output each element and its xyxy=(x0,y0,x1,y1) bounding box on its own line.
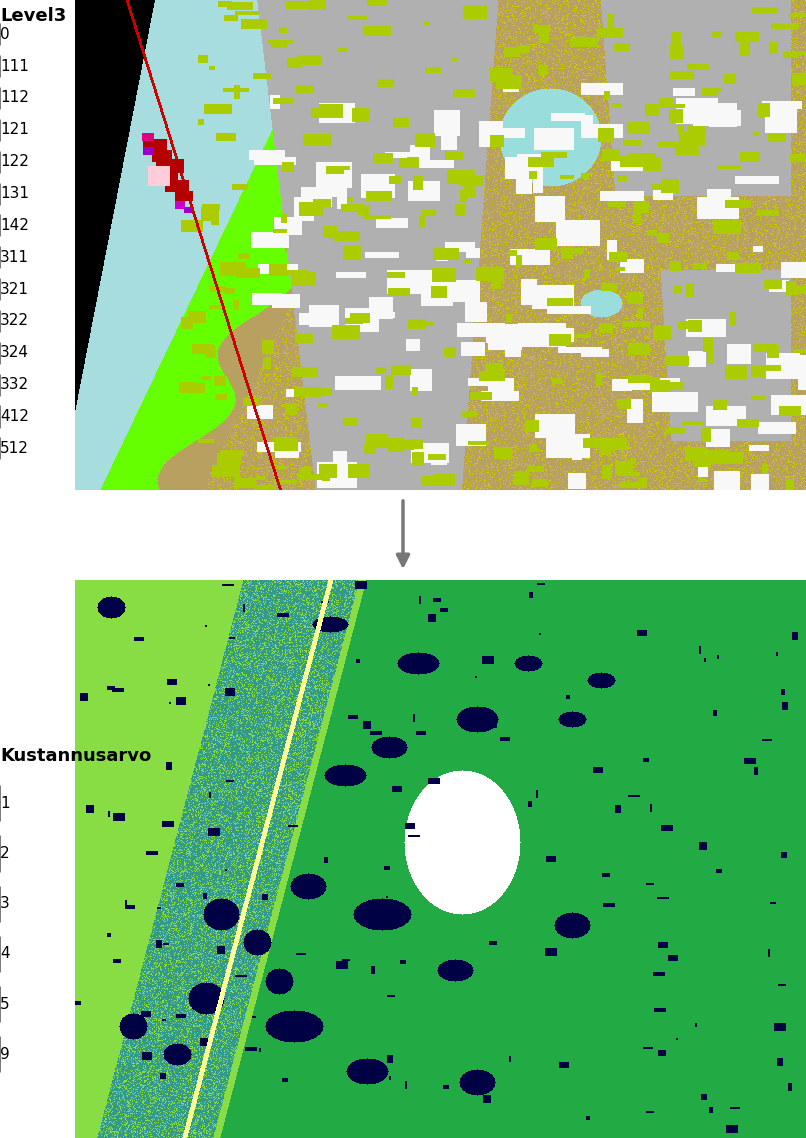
Text: 112: 112 xyxy=(0,91,29,106)
Text: 9: 9 xyxy=(0,1047,10,1062)
Text: 321: 321 xyxy=(0,281,29,297)
Text: 122: 122 xyxy=(0,155,29,170)
Text: 131: 131 xyxy=(0,185,29,201)
Text: 0: 0 xyxy=(0,27,10,42)
Text: 332: 332 xyxy=(0,377,29,393)
Text: 4: 4 xyxy=(0,947,10,962)
Text: 324: 324 xyxy=(0,345,29,361)
Text: 142: 142 xyxy=(0,217,29,233)
Text: Kustannusarvo: Kustannusarvo xyxy=(0,748,152,766)
Text: 5: 5 xyxy=(0,997,10,1012)
Text: 512: 512 xyxy=(0,440,29,456)
Text: 3: 3 xyxy=(0,896,10,912)
Text: 311: 311 xyxy=(0,249,29,265)
Text: 1: 1 xyxy=(0,795,10,810)
Text: 2: 2 xyxy=(0,846,10,861)
Text: 412: 412 xyxy=(0,409,29,424)
Text: Level3: Level3 xyxy=(0,7,66,25)
Text: 111: 111 xyxy=(0,59,29,74)
Text: 121: 121 xyxy=(0,123,29,138)
Text: 322: 322 xyxy=(0,313,29,329)
